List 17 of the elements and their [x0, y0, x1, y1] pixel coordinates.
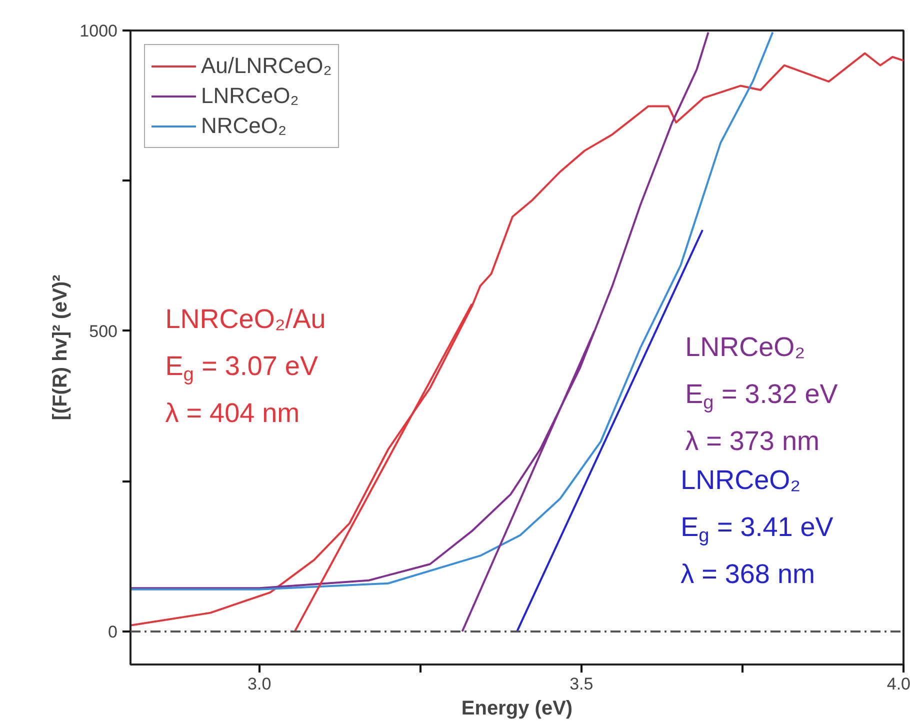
x-axis-title: Energy (eV)	[461, 698, 573, 720]
annotation: λ = 373 nm	[685, 426, 820, 456]
annotation: LNRCeO₂	[685, 332, 806, 362]
y-tick-label: 0	[108, 622, 118, 642]
y-axis-title: [(F(R) hv]² (eV)²	[50, 274, 72, 420]
y-tick-label: 500	[89, 322, 118, 341]
annotation: λ = 404 nm	[165, 398, 300, 428]
legend-label: NRCeO₂	[201, 112, 287, 140]
x-tick-label: 4.0	[886, 674, 910, 694]
annotation: LNRCeO₂	[680, 465, 801, 496]
annotation: LNRCeO₂/Au	[165, 304, 326, 334]
y-tick-label: 1000	[80, 22, 118, 40]
x-tick-label: 3.5	[570, 674, 594, 694]
x-tick-label: 3.0	[248, 674, 272, 694]
legend-label: Au/LNRCeO₂	[201, 52, 332, 80]
annotation: λ = 368 nm	[680, 559, 815, 590]
legend-label: LNRCeO₂	[201, 82, 299, 110]
